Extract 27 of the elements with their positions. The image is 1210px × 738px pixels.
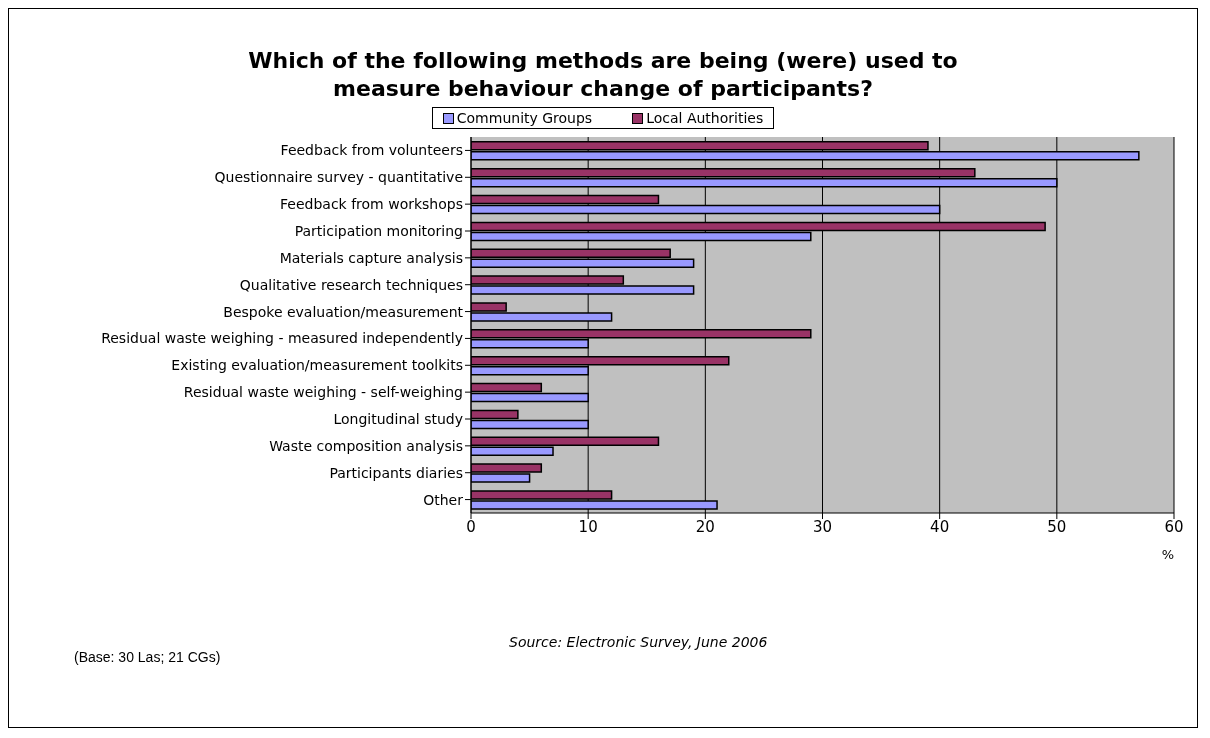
x-tick-label: 10 bbox=[578, 517, 598, 536]
y-tick-label: Other bbox=[423, 491, 464, 508]
text: (Base: 30 Las; 21 CGs) bbox=[74, 649, 221, 665]
y-tick-label: Participants diaries bbox=[329, 464, 463, 481]
y-tick-label: Residual waste weighing - self-weighing bbox=[183, 384, 463, 401]
x-tick-label: 60 bbox=[1164, 517, 1184, 536]
y-tick-label: Questionnaire survey - quantitative bbox=[214, 169, 463, 186]
y-tick-label: Qualitative research techniques bbox=[239, 276, 463, 293]
legend-label: Community Groups bbox=[455, 110, 593, 126]
y-tick-label: Feedback from volunteers bbox=[280, 142, 463, 159]
y-tick-label: Waste composition analysis bbox=[269, 437, 463, 454]
x-tick-label: 50 bbox=[1047, 517, 1067, 536]
x-tick-label: 30 bbox=[812, 517, 833, 536]
x-axis-title: % bbox=[1161, 547, 1174, 562]
x-tick-label: 40 bbox=[930, 517, 950, 536]
y-tick-label: Existing evaluation/measurement toolkits bbox=[171, 357, 463, 374]
y-tick-label: Participation monitoring bbox=[294, 222, 463, 239]
legend-label: Local Authorities bbox=[645, 110, 764, 126]
y-tick-label: Residual waste weighing - measured independently bbox=[101, 330, 463, 347]
y-tick-label: Feedback from workshops bbox=[280, 196, 463, 213]
source-note: Source: Electronic Survey, June 2006 bbox=[509, 634, 768, 650]
chart-title: Which of the following methods are being (were) used to measure behaviour change of participants? bbox=[247, 47, 959, 103]
y-tick-label: Longitudinal study bbox=[333, 410, 463, 427]
y-tick-label: Bespoke evaluation/measurement bbox=[223, 303, 464, 320]
y-tick-label: Materials capture analysis bbox=[279, 249, 463, 266]
x-tick-label: 0 bbox=[466, 517, 476, 536]
x-tick-label: 20 bbox=[695, 517, 715, 536]
